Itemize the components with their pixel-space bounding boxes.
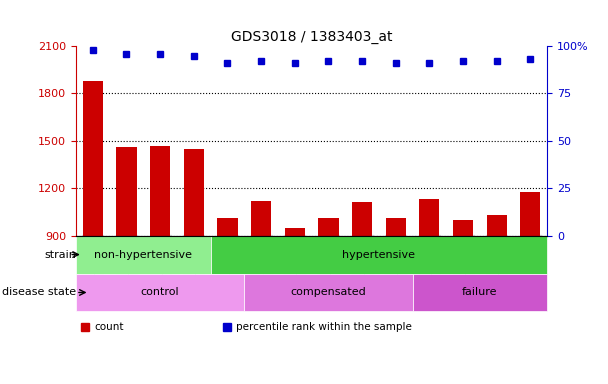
- Bar: [420, 199, 440, 236]
- Text: hypertensive: hypertensive: [342, 250, 415, 260]
- Text: non-hypertensive: non-hypertensive: [94, 250, 192, 260]
- Bar: [319, 218, 339, 236]
- FancyBboxPatch shape: [210, 236, 547, 273]
- FancyBboxPatch shape: [244, 273, 413, 311]
- Bar: [486, 215, 507, 236]
- Text: percentile rank within the sample: percentile rank within the sample: [236, 321, 412, 332]
- Bar: [251, 201, 271, 236]
- FancyBboxPatch shape: [76, 273, 244, 311]
- FancyBboxPatch shape: [413, 273, 547, 311]
- Bar: [520, 192, 541, 236]
- Text: strain: strain: [44, 250, 76, 260]
- Bar: [285, 228, 305, 236]
- Bar: [150, 146, 170, 236]
- Text: disease state: disease state: [2, 288, 76, 298]
- Bar: [352, 202, 372, 236]
- Text: count: count: [95, 321, 125, 332]
- Text: control: control: [141, 288, 179, 298]
- Bar: [83, 81, 103, 236]
- Text: failure: failure: [462, 288, 497, 298]
- FancyBboxPatch shape: [76, 236, 210, 273]
- Bar: [184, 149, 204, 236]
- Bar: [385, 218, 406, 236]
- Title: GDS3018 / 1383403_at: GDS3018 / 1383403_at: [231, 30, 392, 44]
- Bar: [453, 220, 473, 236]
- Bar: [218, 218, 238, 236]
- Text: compensated: compensated: [291, 288, 366, 298]
- Bar: [116, 147, 137, 236]
